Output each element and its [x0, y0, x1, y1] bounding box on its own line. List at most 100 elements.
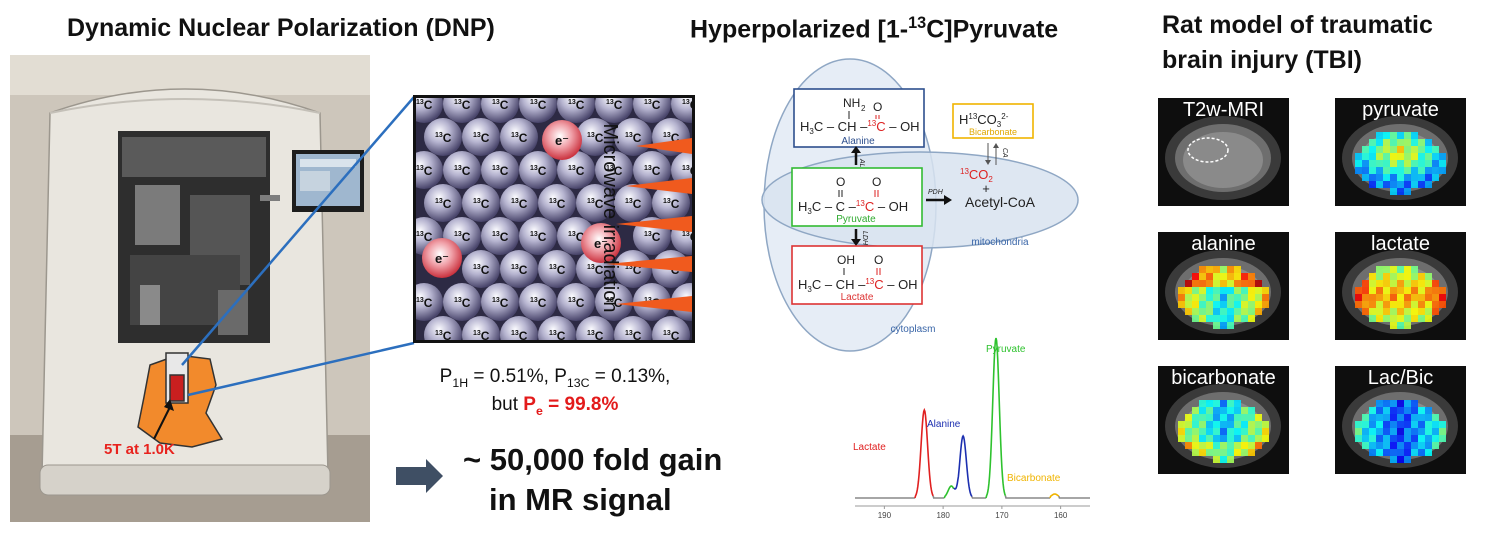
- metabolite-voxel: [1355, 435, 1362, 442]
- svg-text:OH: OH: [837, 253, 855, 267]
- metabolite-voxel: [1220, 322, 1227, 329]
- metabolite-voxel: [1390, 188, 1397, 195]
- metabolite-voxel: [1397, 132, 1404, 139]
- pyruvate-box-label: Pyruvate: [836, 214, 876, 225]
- carbon-atom: 13C: [500, 184, 538, 222]
- mri-tile: bicarbonate: [1158, 366, 1289, 474]
- metabolite-voxel: [1376, 294, 1383, 301]
- metabolite-voxel: [1404, 146, 1411, 153]
- peak-label: Alanine: [927, 419, 961, 430]
- metabolite-voxel: [1383, 273, 1390, 280]
- metabolite-voxel: [1234, 449, 1241, 456]
- metabolite-voxel: [1262, 294, 1269, 301]
- metabolite-voxel: [1425, 407, 1432, 414]
- ca-label: CA: [1001, 148, 1008, 158]
- metabolite-voxel: [1404, 174, 1411, 181]
- metabolite-voxel: [1376, 428, 1383, 435]
- metabolite-voxel: [1192, 273, 1199, 280]
- carbon-atom: 13C: [481, 283, 519, 321]
- svg-text:13C: 13C: [530, 164, 547, 178]
- metabolite-voxel: [1418, 153, 1425, 160]
- mitochondria-label: mitochondria: [971, 237, 1029, 248]
- mri-tile: T2w-MRI: [1158, 98, 1289, 206]
- metabolite-voxel: [1404, 167, 1411, 174]
- metabolite-voxel: [1369, 181, 1376, 188]
- pdh-label: PDH: [928, 189, 944, 196]
- metabolite-voxel: [1425, 308, 1432, 315]
- metabolite-voxel: [1404, 181, 1411, 188]
- svg-text:e⁻: e⁻: [435, 251, 449, 266]
- metabolite-voxel: [1390, 266, 1397, 273]
- metabolite-voxel: [1383, 280, 1390, 287]
- metabolite-voxel: [1213, 266, 1220, 273]
- spectrum-trace: [953, 434, 973, 497]
- metabolite-voxel: [1383, 407, 1390, 414]
- pe-symbol: P: [523, 393, 536, 415]
- metabolite-voxel: [1220, 308, 1227, 315]
- metabolite-voxel: [1376, 449, 1383, 456]
- carbon-atom: 13C: [652, 316, 690, 340]
- metabolite-voxel: [1390, 301, 1397, 308]
- svg-text:13C: 13C: [549, 329, 566, 340]
- metabolite-voxel: [1262, 301, 1269, 308]
- metabolite-voxel: [1383, 400, 1390, 407]
- metabolite-voxel: [1220, 266, 1227, 273]
- carbon-atom: 13C: [424, 316, 462, 340]
- metabolite-voxel: [1432, 428, 1439, 435]
- svg-text:13C: 13C: [473, 197, 490, 211]
- acetyl-coa-label: Acetyl-CoA: [965, 194, 1036, 210]
- lactate-box-label: Lactate: [841, 292, 874, 303]
- metabolite-voxel: [1383, 414, 1390, 421]
- electron: e⁻: [581, 223, 621, 263]
- metabolite-voxel: [1369, 273, 1376, 280]
- ldh-label: LDH: [861, 231, 868, 246]
- metabolite-voxel: [1241, 414, 1248, 421]
- metabolite-voxel: [1397, 181, 1404, 188]
- svg-text:13C: 13C: [473, 263, 490, 277]
- svg-text:13C: 13C: [549, 197, 566, 211]
- carbon-atom: 13C: [614, 316, 652, 340]
- metabolite-voxel: [1362, 280, 1369, 287]
- metabolite-voxel: [1397, 315, 1404, 322]
- svg-text:O: O: [873, 100, 882, 114]
- metabolite-voxel: [1241, 442, 1248, 449]
- bicarbonate-box-label: Bicarbonate: [969, 127, 1017, 137]
- metabolite-voxel: [1425, 174, 1432, 181]
- polarization-text: P1H = 0.51%, P13C = 0.13%, but Pe = 99.8…: [405, 366, 705, 422]
- svg-text:13C: 13C: [606, 98, 623, 112]
- metabolite-voxel: [1234, 414, 1241, 421]
- metabolite-voxel: [1178, 294, 1185, 301]
- metabolite-voxel: [1390, 322, 1397, 329]
- svg-text:13C: 13C: [511, 197, 528, 211]
- metabolite-voxel: [1376, 414, 1383, 421]
- metabolite-voxel: [1397, 428, 1404, 435]
- metabolite-voxel: [1390, 308, 1397, 315]
- pyruvate-title-a: Hyperpolarized [1-: [690, 15, 909, 44]
- svg-text:13C: 13C: [587, 131, 604, 145]
- svg-text:13C: 13C: [587, 329, 604, 340]
- metabolite-voxel: [1369, 442, 1376, 449]
- spectrum-tick-label: 190: [878, 511, 892, 520]
- svg-text:13C: 13C: [530, 230, 547, 244]
- p1h-value: = 0.51%, P: [468, 366, 567, 387]
- metabolite-voxel: [1411, 449, 1418, 456]
- metabolite-voxel: [1220, 421, 1227, 428]
- metabolite-voxel: [1376, 132, 1383, 139]
- pyruvate-box: [791, 167, 923, 227]
- metabolite-voxel: [1220, 407, 1227, 414]
- metabolite-voxel: [1411, 301, 1418, 308]
- metabolite-voxel: [1411, 287, 1418, 294]
- metabolite-voxel: [1397, 449, 1404, 456]
- metabolite-voxel: [1425, 287, 1432, 294]
- metabolite-voxel: [1369, 294, 1376, 301]
- svg-text:13C: 13C: [530, 296, 547, 310]
- metabolite-voxel: [1418, 421, 1425, 428]
- metabolite-voxel: [1383, 160, 1390, 167]
- polarization-line2: but Pe = 99.8%: [405, 394, 705, 422]
- svg-text:O: O: [874, 253, 883, 267]
- metabolite-voxel: [1369, 407, 1376, 414]
- metabolite-voxel: [1234, 280, 1241, 287]
- metabolite-voxel: [1439, 167, 1446, 174]
- metabolite-voxel: [1362, 174, 1369, 181]
- p13c-value: = 0.13%,: [589, 366, 671, 387]
